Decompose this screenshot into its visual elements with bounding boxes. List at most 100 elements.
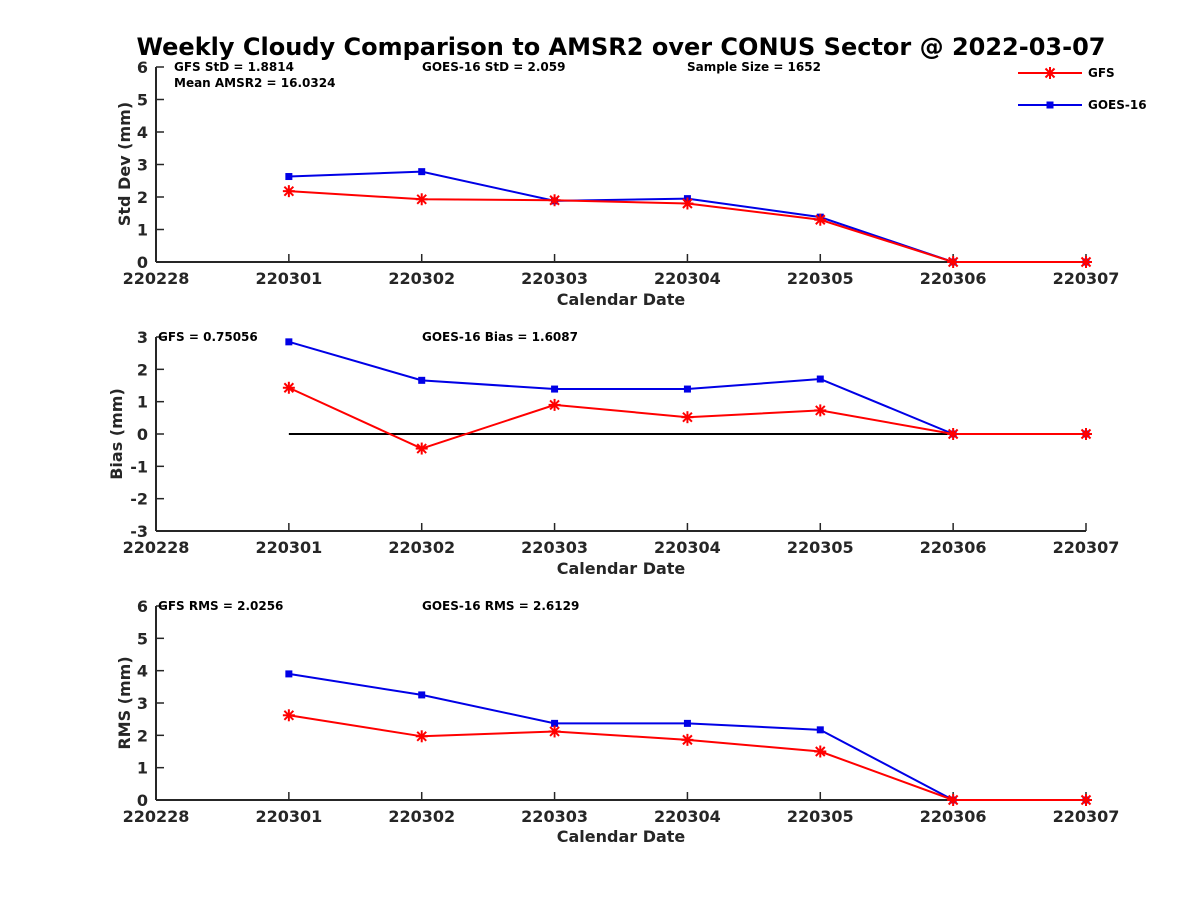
x-tick-label: 220303 bbox=[521, 538, 588, 557]
y-tick-label: 1 bbox=[137, 393, 148, 412]
data-point-gfs bbox=[681, 197, 694, 210]
y-axis-label: Std Dev (mm) bbox=[115, 102, 134, 226]
y-tick-label: -2 bbox=[130, 490, 148, 509]
chart-title: Weekly Cloudy Comparison to AMSR2 over C… bbox=[137, 33, 1106, 61]
asterisk-stroke bbox=[283, 185, 295, 197]
x-axis-label: Calendar Date bbox=[557, 290, 686, 309]
panel-bias: 220228 220301 220302 220303 220304 220305 2203… bbox=[107, 328, 1119, 578]
data-point-gfs bbox=[814, 745, 827, 758]
x-tick-label: 220303 bbox=[521, 269, 588, 288]
y-tick-label: 2 bbox=[137, 360, 148, 379]
data-point-gfs bbox=[282, 185, 295, 198]
asterisk-stroke bbox=[283, 710, 295, 721]
panel-stddev: 220228 220301 220302 220303 220304 220305 2203… bbox=[115, 58, 1119, 309]
x-tick-label: 220228 bbox=[123, 269, 190, 288]
data-point-gfs bbox=[548, 194, 561, 207]
asterisk-stroke bbox=[1080, 428, 1092, 440]
y-tick-label: -1 bbox=[130, 457, 148, 476]
y-tick-label: 2 bbox=[137, 188, 148, 207]
data-point-gfs bbox=[1080, 256, 1092, 268]
x-tick-label: 220302 bbox=[388, 538, 455, 557]
asterisk-stroke bbox=[682, 734, 693, 746]
y-tick-label: 0 bbox=[137, 253, 148, 272]
legend-gfs-asterisk-icon bbox=[1044, 67, 1056, 79]
legend: GFS GOES-16 bbox=[1018, 66, 1147, 112]
data-point-goes16 bbox=[418, 691, 426, 699]
data-point-gfs bbox=[548, 725, 561, 738]
asterisk-stroke bbox=[947, 794, 959, 806]
data-point-gfs bbox=[681, 733, 694, 746]
data-point-gfs bbox=[681, 411, 694, 424]
annotation-goes16-rms: GOES-16 RMS = 2.6129 bbox=[422, 599, 579, 613]
annotation-goes16-std: GOES-16 StD = 2.059 bbox=[422, 60, 565, 74]
data-point-goes16 bbox=[285, 173, 293, 181]
asterisk-stroke bbox=[1080, 256, 1092, 268]
asterisk-stroke bbox=[815, 214, 826, 225]
y-tick-label: 3 bbox=[137, 694, 148, 713]
legend-goes16-square-icon bbox=[1046, 101, 1054, 109]
x-tick-label: 220307 bbox=[1053, 807, 1120, 826]
asterisk-stroke bbox=[947, 256, 959, 268]
y-axis-label: Bias (mm) bbox=[107, 388, 126, 480]
x-axis-label: Calendar Date bbox=[557, 827, 686, 846]
data-point-gfs bbox=[814, 404, 827, 417]
y-tick-label: 6 bbox=[137, 597, 148, 616]
x-tick-label: 220301 bbox=[255, 538, 322, 557]
data-point-goes16 bbox=[816, 726, 824, 734]
asterisk-stroke bbox=[283, 382, 295, 393]
y-tick-label: 2 bbox=[137, 726, 148, 745]
y-tick-label: 5 bbox=[137, 629, 148, 648]
annotation-mean-amsr2: Mean AMSR2 = 16.0324 bbox=[174, 76, 335, 90]
x-tick-label: 220302 bbox=[388, 269, 455, 288]
x-tick-label: 220228 bbox=[123, 807, 190, 826]
x-tick-label: 220303 bbox=[521, 807, 588, 826]
y-tick-label: 3 bbox=[137, 156, 148, 175]
legend-goes16-label: GOES-16 bbox=[1088, 98, 1147, 112]
data-point-gfs bbox=[415, 730, 428, 743]
x-tick-label: 220301 bbox=[255, 269, 322, 288]
asterisk-stroke bbox=[549, 195, 560, 206]
data-point-gfs bbox=[947, 794, 960, 806]
x-tick-label: 220305 bbox=[787, 269, 854, 288]
data-point-gfs bbox=[282, 709, 295, 722]
data-point-gfs bbox=[1080, 794, 1092, 806]
data-point-gfs bbox=[415, 193, 428, 206]
y-tick-label: 0 bbox=[137, 425, 148, 444]
asterisk-stroke bbox=[682, 411, 693, 423]
x-tick-label: 220301 bbox=[255, 807, 322, 826]
y-tick-label: 4 bbox=[137, 662, 148, 681]
asterisk-stroke bbox=[416, 194, 427, 205]
annotation-gfs-std: GFS StD = 1.8814 bbox=[174, 60, 294, 74]
asterisk-stroke bbox=[549, 726, 560, 737]
x-tick-label: 220306 bbox=[920, 807, 987, 826]
x-tick-label: 220307 bbox=[1053, 269, 1120, 288]
data-point-goes16 bbox=[285, 338, 293, 346]
asterisk-stroke bbox=[416, 731, 427, 742]
asterisk-stroke bbox=[1080, 794, 1092, 806]
data-point-gfs bbox=[1080, 428, 1092, 440]
x-tick-label: 220304 bbox=[654, 807, 721, 826]
x-tick-label: 220304 bbox=[654, 269, 721, 288]
data-point-goes16 bbox=[418, 376, 426, 384]
asterisk-stroke bbox=[947, 428, 959, 440]
data-point-gfs bbox=[947, 256, 960, 268]
data-point-goes16 bbox=[816, 375, 824, 383]
asterisk-stroke bbox=[549, 399, 560, 411]
y-tick-label: 4 bbox=[137, 123, 148, 142]
x-tick-label: 220306 bbox=[920, 269, 987, 288]
data-point-gfs bbox=[415, 442, 428, 455]
data-point-goes16 bbox=[551, 385, 559, 393]
asterisk-stroke bbox=[815, 746, 826, 757]
y-tick-label: 1 bbox=[137, 759, 148, 778]
data-point-goes16 bbox=[683, 719, 691, 727]
y-tick-label: 3 bbox=[137, 328, 148, 347]
data-point-goes16 bbox=[551, 719, 559, 727]
asterisk-stroke bbox=[815, 405, 826, 416]
data-point-goes16 bbox=[683, 385, 691, 393]
y-tick-label: 6 bbox=[137, 58, 148, 77]
legend-gfs-label: GFS bbox=[1088, 66, 1115, 80]
series-line-gfs bbox=[288, 714, 1086, 801]
data-point-gfs bbox=[814, 213, 827, 226]
data-point-goes16 bbox=[418, 168, 426, 176]
